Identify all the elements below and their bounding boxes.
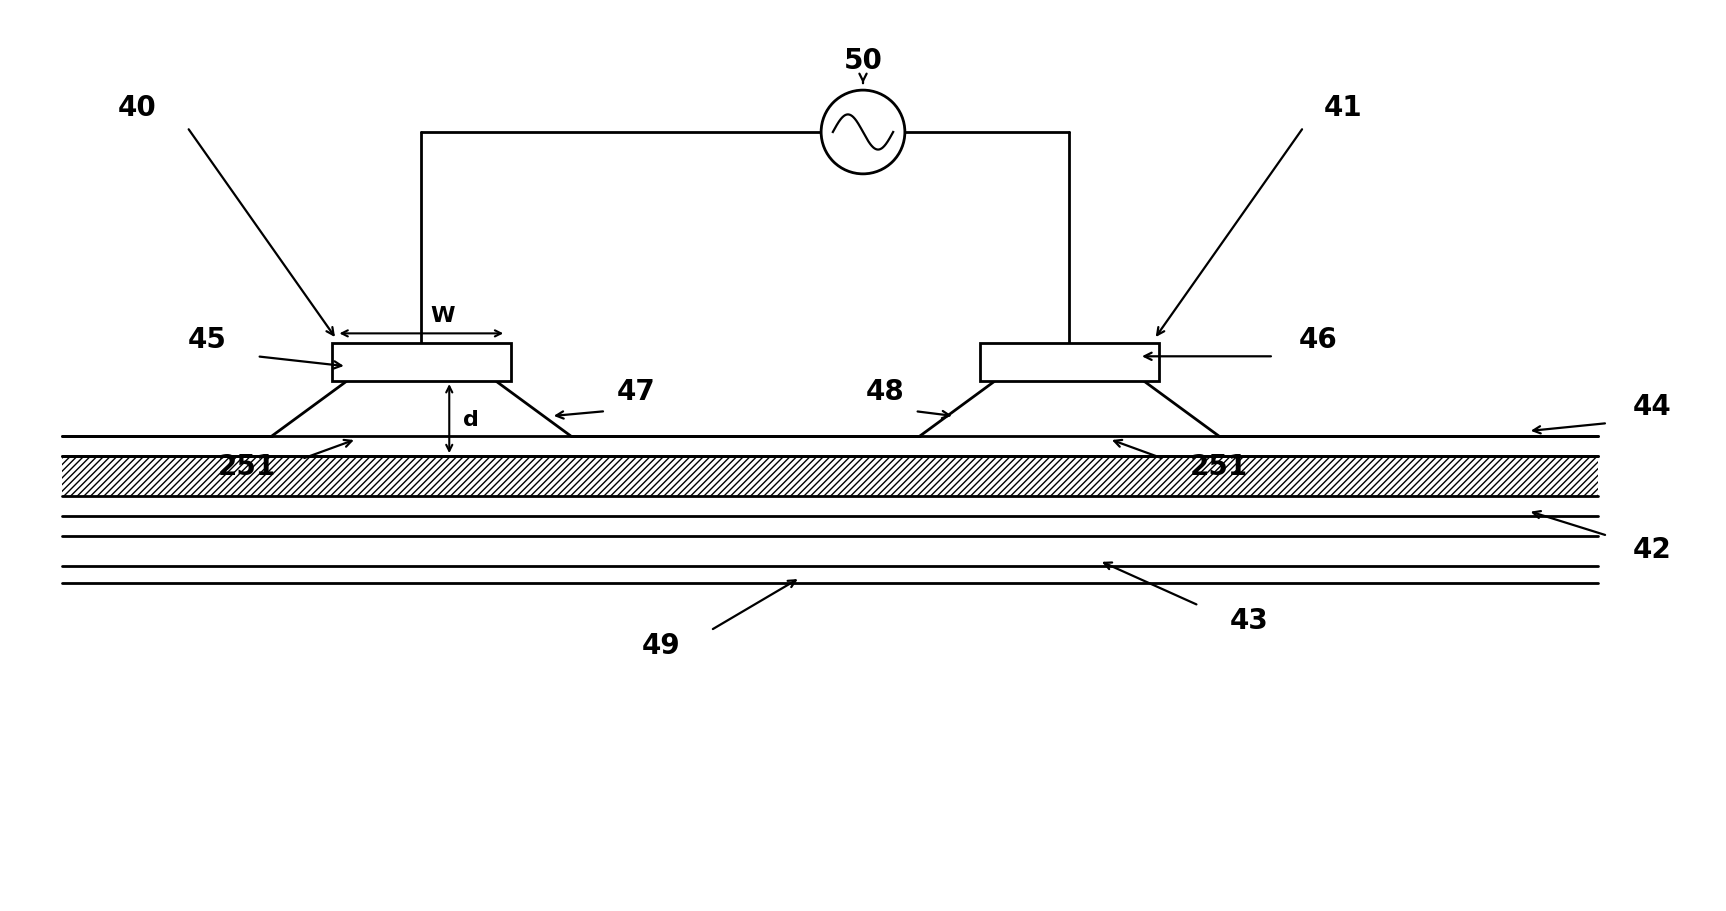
Text: W: W <box>430 306 456 326</box>
Text: 40: 40 <box>117 94 157 122</box>
Bar <box>980 344 1160 382</box>
Text: 49: 49 <box>642 631 680 660</box>
Text: 45: 45 <box>188 326 226 354</box>
Text: 42: 42 <box>1633 535 1672 563</box>
Text: 251: 251 <box>217 453 276 480</box>
Text: 48: 48 <box>865 378 904 405</box>
Text: 43: 43 <box>1229 607 1269 635</box>
Text: d: d <box>463 409 480 429</box>
Bar <box>331 344 511 382</box>
Circle shape <box>822 91 904 175</box>
Text: 47: 47 <box>616 378 656 405</box>
Text: 41: 41 <box>1324 94 1364 122</box>
Text: 44: 44 <box>1633 393 1672 421</box>
Text: 46: 46 <box>1300 326 1338 354</box>
Bar <box>62 456 1598 496</box>
Text: 50: 50 <box>844 47 882 75</box>
Text: 251: 251 <box>1189 453 1248 480</box>
